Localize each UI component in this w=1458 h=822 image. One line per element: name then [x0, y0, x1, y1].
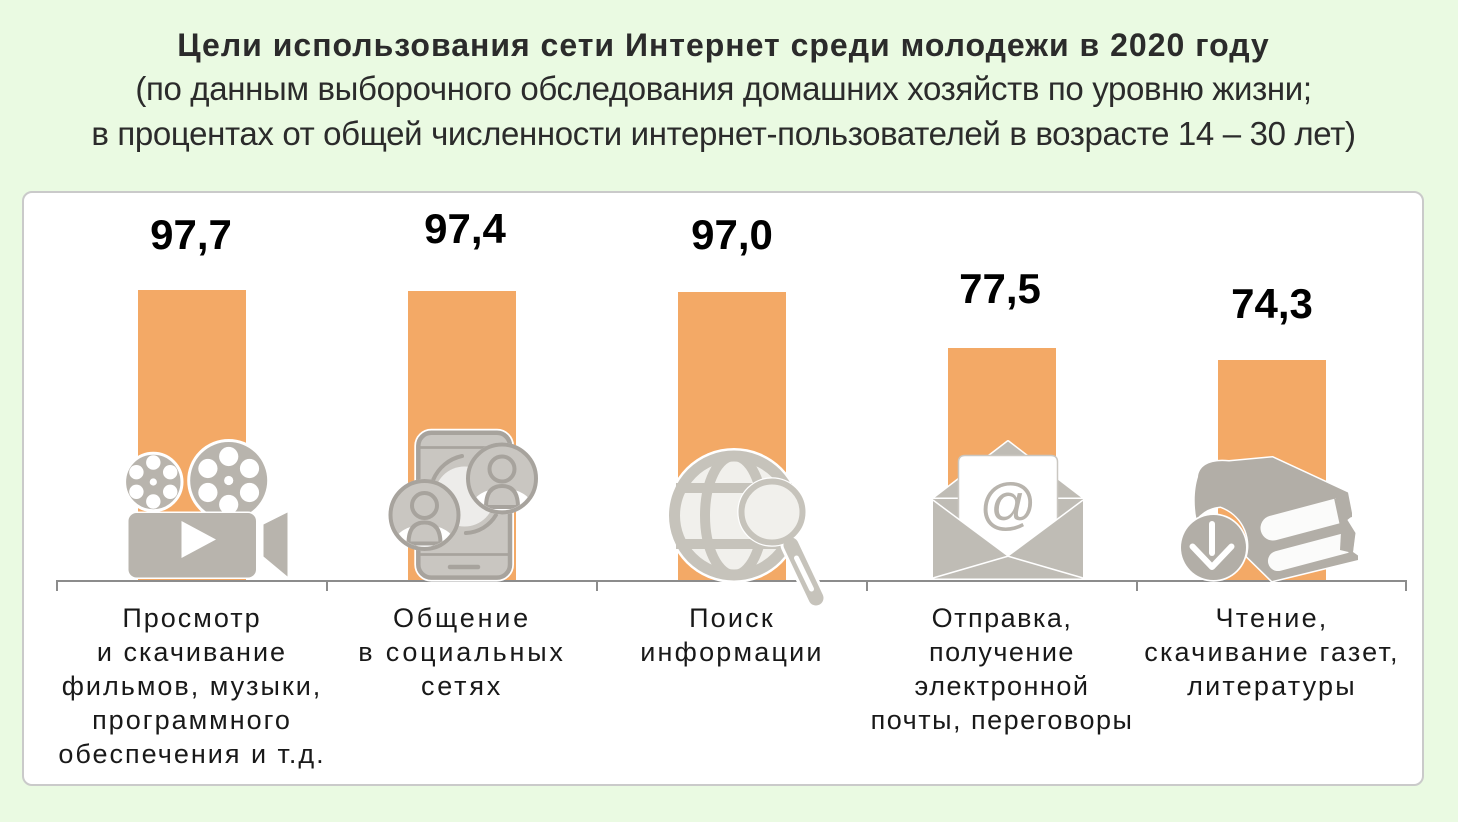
svg-text:@: @	[979, 472, 1037, 536]
